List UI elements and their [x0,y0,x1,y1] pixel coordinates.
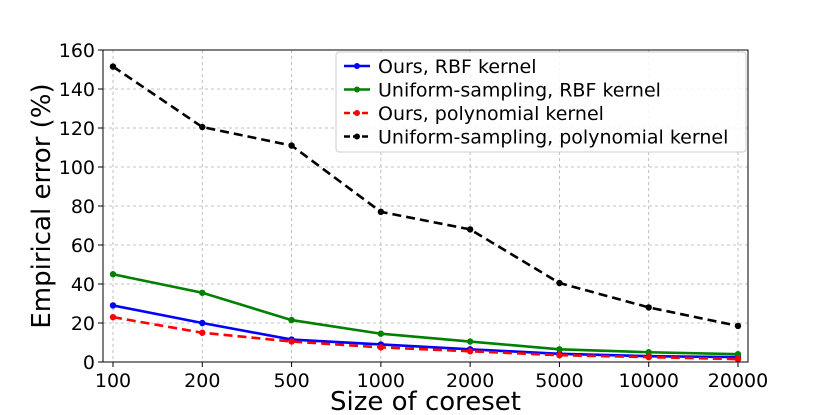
legend-label: Uniform-sampling, polynomial kernel [378,127,728,149]
legend-box [335,51,747,153]
data-point [199,329,206,336]
legend-marker [354,86,360,93]
legend-marker [354,133,360,140]
legend-label: Ours, polynomial kernel [378,103,604,125]
data-point [734,355,742,363]
y-tick-label: 160 [59,40,95,62]
series-3 [109,63,742,330]
y-tick-label: 140 [59,79,95,101]
data-point [466,226,474,233]
data-point [377,330,385,337]
y-tick-label: 60 [71,235,95,257]
data-point [645,353,652,361]
data-point [288,142,295,149]
series-layer [109,63,742,363]
x-tick-label: 500 [273,370,309,392]
data-point [645,349,652,356]
series-line [112,315,739,361]
data-point [734,322,742,330]
data-point [199,319,206,327]
x-tick-label: 20000 [708,370,768,392]
data-point [109,63,117,70]
data-point [109,313,117,321]
data-point [734,351,742,358]
data-point [645,304,652,311]
y-tick-label: 40 [71,274,95,296]
series-1 [109,271,742,358]
x-tick-label: 2000 [446,370,494,392]
x-tick-label: 5000 [535,370,583,392]
data-point [288,338,295,345]
y-axis-title: Empirical error (%) [27,83,57,328]
data-point [466,338,474,345]
data-point [109,271,117,278]
legend-label: Uniform-sampling, RBF kernel [378,80,661,102]
legend-label: Ours, RBF kernel [378,56,537,78]
x-tick-label: 1000 [357,370,405,392]
data-point [199,123,206,131]
data-point [466,348,474,355]
x-tick-label: 100 [95,370,131,392]
legend-marker [354,63,360,69]
data-point [377,208,385,216]
data-point [199,289,206,296]
data-point [377,344,385,351]
y-tick-label: 100 [59,157,95,179]
x-tick-label: 10000 [618,370,678,392]
y-tick-label: 0 [83,352,95,374]
series-2 [109,313,742,363]
x-tick-labels: 100 200 500 1000 2000 5000 10000 20000 [95,362,768,392]
data-point [556,279,563,287]
series-line [112,65,739,328]
data-point [288,316,295,324]
data-point [556,351,563,359]
series-line [112,272,739,356]
data-point [556,346,563,353]
x-axis-title: Size of coreset [330,387,521,415]
data-point [109,302,117,309]
legend-marker [354,110,360,116]
y-tick-labels: 0 20 40 60 80 100 120 140 160 [59,40,103,374]
x-tick-label: 200 [184,370,220,392]
y-tick-label: 20 [71,313,95,335]
y-tick-label: 120 [59,118,95,140]
y-tick-label: 80 [71,196,95,218]
